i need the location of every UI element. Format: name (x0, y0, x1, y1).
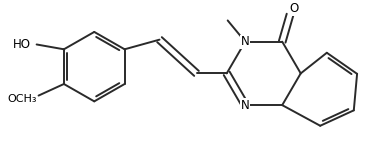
Text: N: N (241, 99, 250, 112)
Text: O: O (289, 2, 299, 15)
Text: HO: HO (13, 38, 31, 51)
Text: OCH₃: OCH₃ (7, 94, 37, 104)
Text: N: N (241, 35, 250, 48)
